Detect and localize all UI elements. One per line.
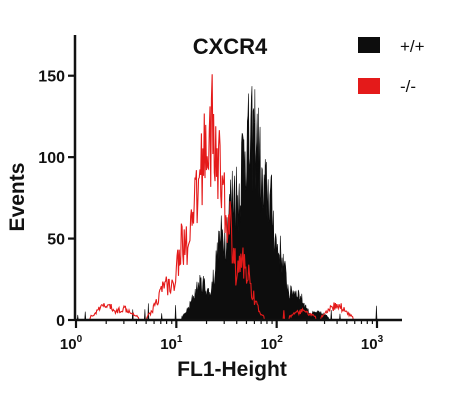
legend: +/+ -/- bbox=[358, 37, 425, 96]
chart-title: CXCR4 bbox=[193, 34, 268, 59]
x-tick-label: 102 bbox=[261, 334, 284, 353]
x-tick-label: 100 bbox=[60, 334, 83, 353]
series-plus-histogram bbox=[76, 86, 378, 321]
x-tick-label: 101 bbox=[160, 334, 183, 353]
x-tick-label: 103 bbox=[361, 334, 384, 353]
legend-label-minus: -/- bbox=[400, 77, 416, 96]
x-ticks: 100 101 102 103 bbox=[60, 320, 384, 353]
legend-label-plus: +/+ bbox=[400, 37, 425, 56]
legend-item-plus: +/+ bbox=[358, 37, 425, 56]
series-minus-histogram bbox=[76, 74, 377, 321]
legend-swatch-plus bbox=[358, 37, 380, 53]
y-tick-label: 100 bbox=[38, 150, 65, 167]
plot-area bbox=[76, 74, 378, 321]
legend-swatch-minus bbox=[358, 78, 380, 94]
y-tick-label: 0 bbox=[56, 313, 65, 330]
axes bbox=[73, 35, 402, 322]
y-tick-label: 150 bbox=[38, 69, 65, 86]
x-axis-label: FL1-Height bbox=[177, 358, 287, 381]
y-tick-label: 50 bbox=[47, 232, 65, 249]
legend-item-minus: -/- bbox=[358, 77, 416, 96]
y-axis-label: Events bbox=[6, 163, 29, 232]
y-ticks: 0 50 100 150 bbox=[38, 69, 75, 330]
